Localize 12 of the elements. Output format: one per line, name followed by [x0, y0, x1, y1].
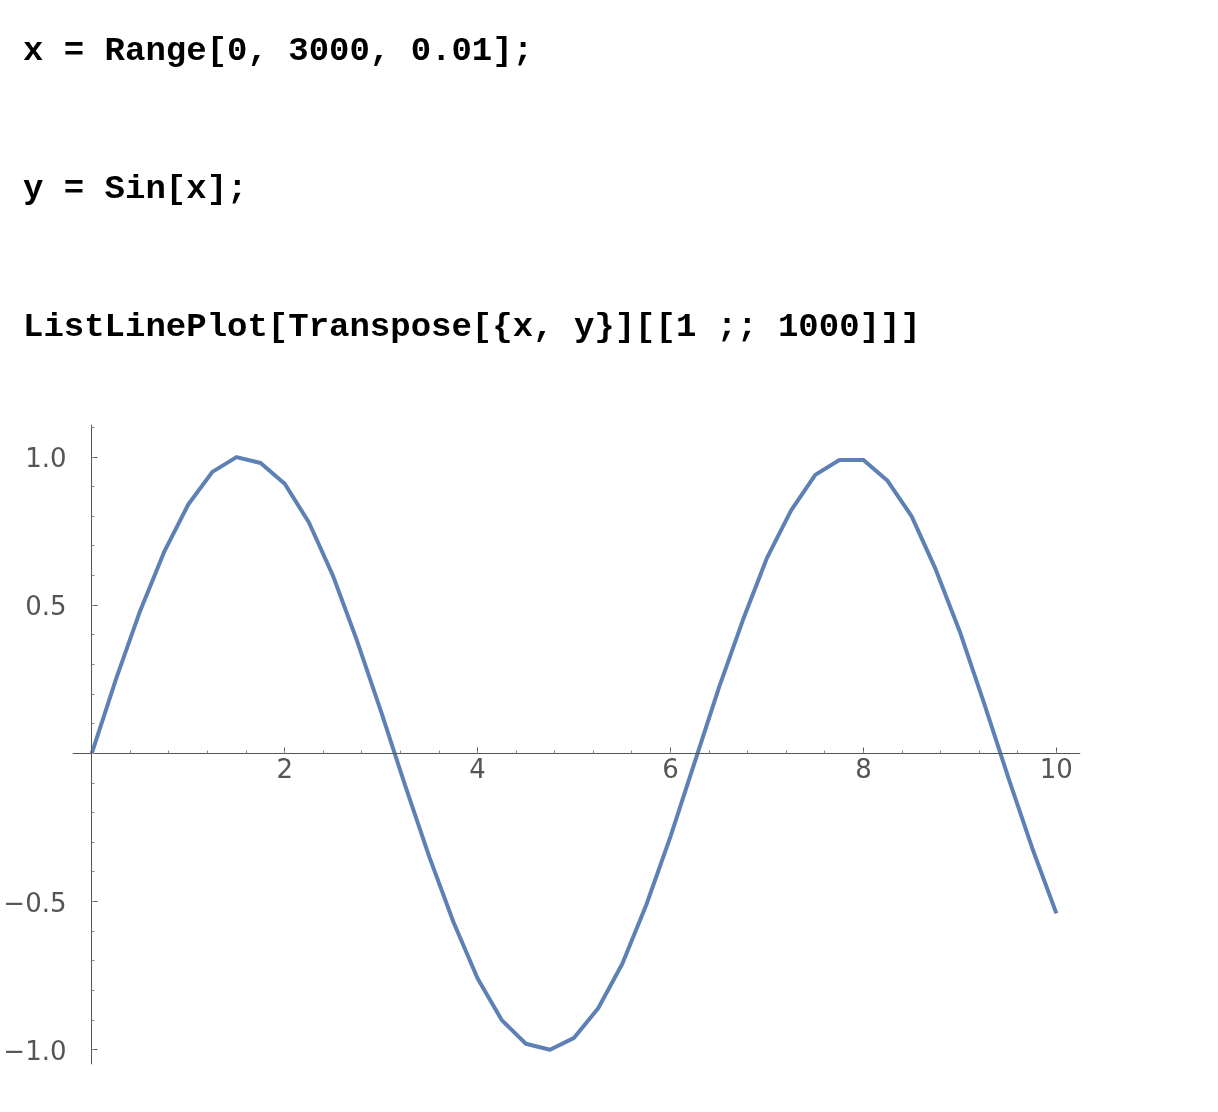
text: y = Sin[x]; — [23, 169, 248, 210]
text: x = Range[0, 3000, 0.01]; — [23, 31, 534, 72]
y-tick-label: −0.5 — [3, 887, 67, 918]
y-tick-label: −1.0 — [3, 1035, 67, 1066]
text: ListLinePlot[Transpose[{x, y}][[1 ;; 1000]]] — [23, 307, 921, 348]
x-tick-label: 10 — [1039, 754, 1073, 785]
x-tick-label: 4 — [469, 754, 486, 785]
y-tick-label: 1.0 — [25, 443, 67, 474]
x-tick-label: 2 — [276, 754, 293, 785]
y-tick-label: 0.5 — [25, 591, 67, 622]
x-tick-label: 8 — [855, 754, 872, 785]
x-tick-label: 6 — [662, 754, 679, 785]
